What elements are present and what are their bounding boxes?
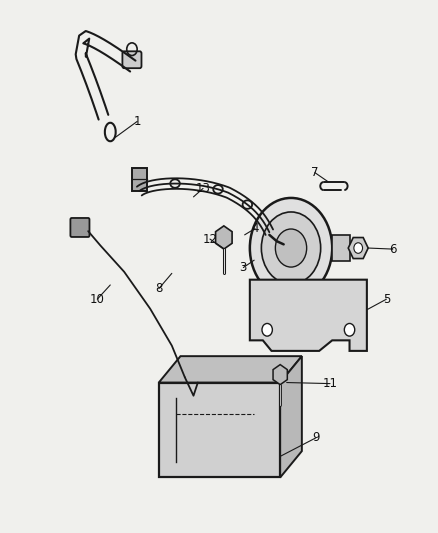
Text: 13: 13: [195, 182, 210, 195]
Text: 7: 7: [311, 166, 318, 179]
Text: 10: 10: [90, 293, 105, 306]
Text: 6: 6: [388, 243, 396, 256]
Polygon shape: [215, 226, 232, 249]
Polygon shape: [159, 383, 279, 478]
Text: 3: 3: [239, 261, 247, 274]
Text: 1: 1: [133, 115, 141, 128]
Text: 8: 8: [155, 282, 162, 295]
Text: 4: 4: [251, 222, 258, 235]
Circle shape: [275, 229, 306, 267]
FancyBboxPatch shape: [122, 51, 141, 68]
Polygon shape: [159, 356, 301, 383]
Circle shape: [261, 324, 272, 336]
Text: 9: 9: [311, 431, 319, 445]
Polygon shape: [347, 238, 367, 259]
FancyBboxPatch shape: [131, 168, 147, 191]
Polygon shape: [332, 235, 349, 261]
FancyBboxPatch shape: [70, 218, 89, 237]
Text: 12: 12: [202, 232, 217, 246]
Circle shape: [261, 212, 320, 284]
Polygon shape: [249, 280, 366, 351]
Circle shape: [353, 243, 362, 253]
Text: 11: 11: [322, 377, 337, 390]
Text: 5: 5: [382, 293, 389, 306]
Circle shape: [249, 198, 332, 298]
Polygon shape: [272, 365, 286, 385]
Circle shape: [343, 324, 354, 336]
Polygon shape: [279, 356, 301, 478]
